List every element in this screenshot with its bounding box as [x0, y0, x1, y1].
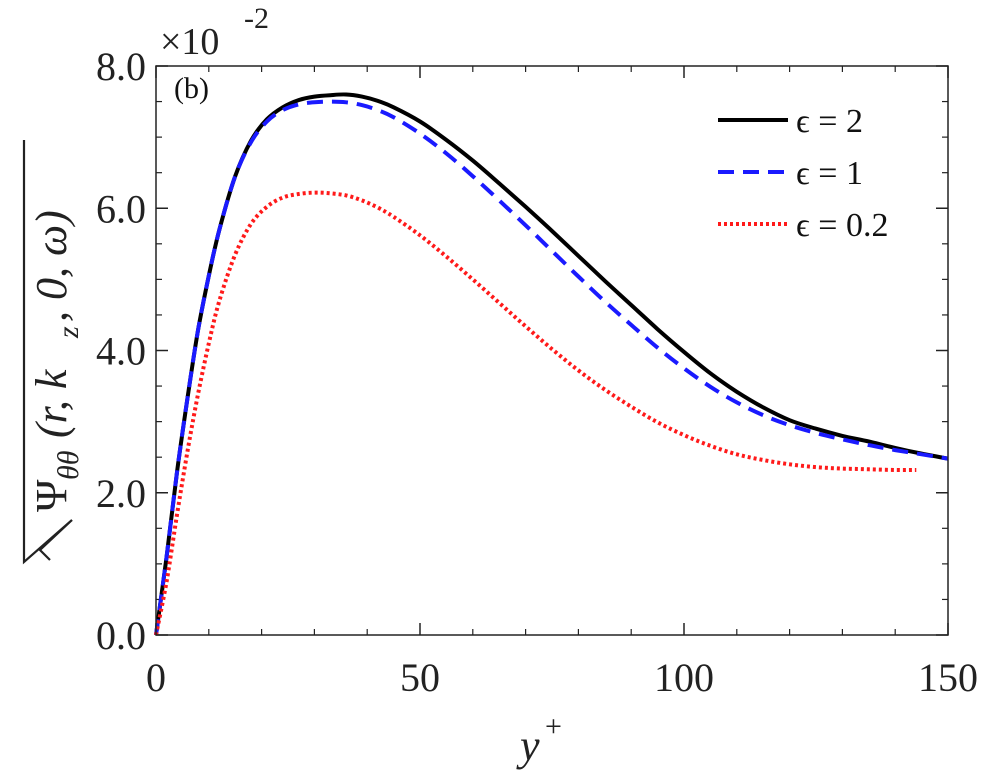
y-label-psi: Ψ [27, 479, 76, 512]
tick-labels: 0 50 100 150 0.0 2.0 4.0 6.0 8.0 [96, 44, 978, 700]
y-axis-label: Ψ θθ (r, k z , 0, ω) [22, 140, 85, 565]
y-tick-label: 4.0 [96, 329, 146, 374]
y-tick-label: 2.0 [96, 471, 146, 516]
series-layer [154, 92, 949, 636]
y-multiplier: ×10 -2 [160, 2, 269, 63]
legend: ϵ = 2 ϵ = 1 ϵ = 0.2 [718, 103, 888, 244]
x-tick-label: 100 [654, 655, 714, 700]
x-axis-label-main: y [516, 721, 540, 770]
y-label-close: , 0, ω) [27, 210, 76, 322]
panel-label: (b) [174, 72, 209, 105]
y-tick-label: 0.0 [96, 613, 146, 658]
y-tick-label: 6.0 [96, 186, 146, 231]
x-axis-label: y + [516, 710, 562, 770]
legend-label-1: ϵ = 1 [796, 155, 863, 192]
legend-label-2: ϵ = 0.2 [796, 207, 888, 244]
series-line-1 [154, 99, 949, 636]
axis-ticks [155, 65, 949, 636]
x-tick-label: 50 [400, 655, 440, 700]
series-line-2 [154, 190, 917, 636]
y-multiplier-base: ×10 [160, 21, 219, 63]
y-tick-label: 8.0 [96, 44, 146, 89]
y-label-kz-sub: z [52, 326, 85, 339]
x-tick-label: 0 [146, 655, 166, 700]
y-label-open: (r, k [27, 368, 76, 438]
y-multiplier-exponent: -2 [244, 2, 269, 35]
x-axis-label-sup: + [545, 710, 562, 743]
sqrt-radical [22, 140, 73, 565]
legend-label-0: ϵ = 2 [796, 103, 863, 140]
x-tick-label: 150 [918, 655, 978, 700]
plot-frame [155, 65, 949, 636]
y-label-psi-sub: θθ [52, 450, 85, 480]
